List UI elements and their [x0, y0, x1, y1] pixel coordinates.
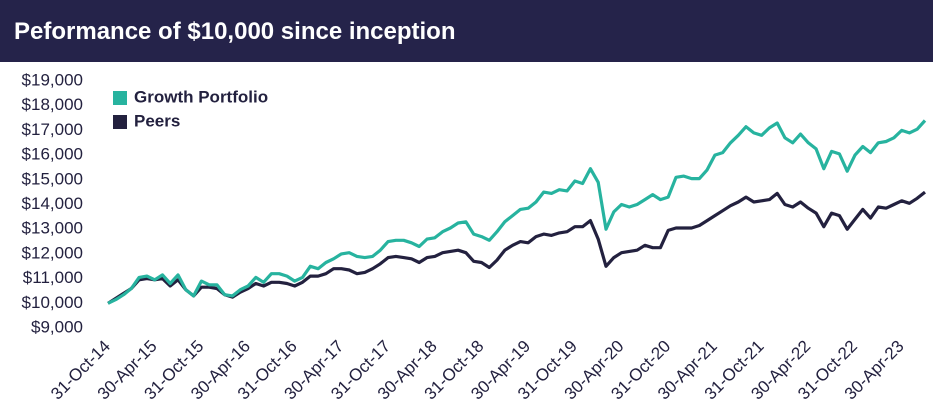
y-tick-label: $12,000 — [22, 243, 83, 262]
y-tick-label: $10,000 — [22, 293, 83, 312]
legend-label: Peers — [134, 111, 180, 130]
y-tick-label: $18,000 — [22, 95, 83, 114]
legend-swatch — [113, 91, 127, 105]
y-tick-label: $13,000 — [22, 219, 83, 238]
legend-label: Growth Portfolio — [134, 87, 268, 106]
y-tick-label: $16,000 — [22, 145, 83, 164]
chart-title: Peformance of $10,000 since inception — [14, 18, 456, 45]
y-tick-label: $15,000 — [22, 169, 83, 188]
y-tick-label: $17,000 — [22, 120, 83, 139]
y-tick-label: $9,000 — [31, 317, 83, 336]
legend-swatch — [113, 115, 127, 129]
header-bar: Peformance of $10,000 since inception — [0, 0, 933, 62]
line-series — [107, 190, 926, 305]
line-series — [107, 119, 927, 305]
y-tick-label: $11,000 — [23, 268, 83, 287]
y-tick-label: $14,000 — [22, 194, 83, 213]
chart: $9,000 $10,000 $11,000 $12,000 $13,000 $14,00… — [22, 70, 927, 403]
y-tick-label: $19,000 — [22, 70, 83, 89]
